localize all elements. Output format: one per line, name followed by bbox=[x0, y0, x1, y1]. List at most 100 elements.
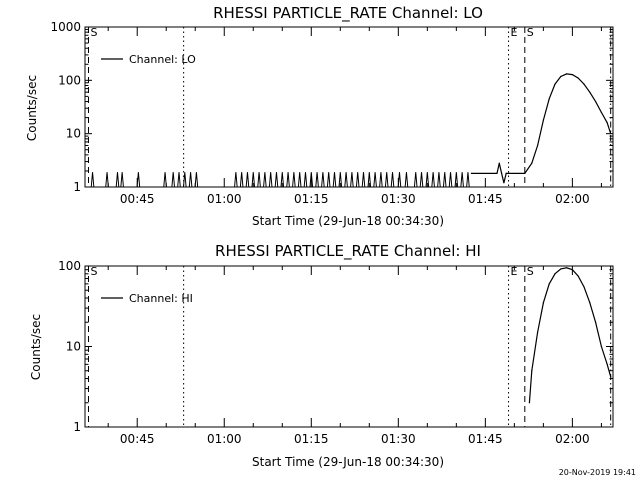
data-point bbox=[542, 302, 544, 304]
spike-mark bbox=[404, 172, 409, 188]
data-point bbox=[554, 273, 556, 275]
spike-mark bbox=[177, 172, 181, 188]
spike-mark bbox=[182, 172, 187, 188]
data-point bbox=[548, 283, 550, 285]
spike-mark bbox=[245, 172, 250, 188]
plot-frame bbox=[84, 26, 614, 188]
spike-mark bbox=[454, 172, 459, 188]
y-tick-label: 100 bbox=[58, 259, 81, 273]
spike-mark bbox=[280, 172, 285, 188]
series bbox=[90, 73, 612, 188]
data-point bbox=[571, 74, 573, 76]
spike-mark bbox=[286, 172, 290, 188]
event-label: E bbox=[511, 26, 518, 39]
x-axis-label: Start Time (29-Jun-18 00:34:30) bbox=[252, 455, 444, 469]
spike-mark bbox=[257, 172, 261, 188]
spike-mark bbox=[413, 172, 418, 188]
spike-mark bbox=[263, 172, 267, 188]
x-tick-label: 01:15 bbox=[294, 192, 329, 206]
event-label: S bbox=[527, 26, 534, 39]
x-tick-label: 01:30 bbox=[381, 432, 416, 446]
event-label: S bbox=[527, 265, 534, 278]
data-point bbox=[500, 172, 503, 174]
spike-mark bbox=[194, 172, 199, 188]
y-axis-label: Counts/sec bbox=[25, 75, 39, 141]
x-tick-label: 02:00 bbox=[555, 432, 590, 446]
spike-mark bbox=[268, 172, 273, 188]
spike-mark bbox=[309, 172, 314, 188]
y-axis-label: Counts/sec bbox=[29, 314, 43, 380]
data-point bbox=[496, 172, 498, 174]
x-tick-label: 01:45 bbox=[468, 432, 503, 446]
spike-mark bbox=[361, 172, 366, 188]
spike-mark bbox=[425, 172, 430, 188]
data-point bbox=[560, 75, 562, 78]
data-point bbox=[565, 73, 568, 75]
spike-mark bbox=[105, 172, 109, 188]
legend: Channel: HI bbox=[101, 292, 193, 305]
spike-mark bbox=[326, 172, 331, 188]
legend-label: Channel: LO bbox=[129, 53, 196, 66]
data-point bbox=[542, 119, 544, 121]
spike-mark bbox=[390, 172, 395, 188]
data-point bbox=[606, 122, 608, 124]
data-point bbox=[528, 402, 531, 404]
data-point bbox=[583, 286, 585, 288]
spike-mark bbox=[419, 172, 424, 188]
spike-mark bbox=[384, 172, 389, 188]
panel-hi: RHESSI PARTICLE_RATE Channel: HI Start T… bbox=[29, 242, 614, 469]
spike-mark bbox=[115, 172, 120, 188]
data-point bbox=[548, 98, 550, 100]
y-tick-label: 10 bbox=[66, 127, 81, 141]
spike-mark bbox=[460, 172, 464, 188]
data-point bbox=[531, 162, 533, 164]
spike-mark bbox=[163, 172, 167, 188]
spike-mark bbox=[188, 172, 193, 188]
data-point bbox=[577, 275, 579, 277]
data-point bbox=[610, 376, 612, 378]
spike-mark bbox=[350, 172, 354, 188]
data-point bbox=[531, 370, 533, 372]
spike-mark bbox=[292, 172, 296, 188]
spike-mark bbox=[379, 172, 383, 188]
event-label: E bbox=[511, 265, 518, 278]
spike-mark bbox=[367, 172, 372, 188]
data-point bbox=[571, 269, 573, 271]
data-point bbox=[600, 345, 602, 348]
x-tick-label: 01:15 bbox=[294, 432, 329, 446]
x-tick-label: 01:30 bbox=[381, 192, 416, 206]
spike-mark bbox=[397, 172, 402, 188]
data-point bbox=[589, 91, 591, 93]
spike-mark bbox=[239, 172, 244, 188]
spike-mark bbox=[297, 172, 302, 188]
footer-date: 20-Nov-2019 19:41 bbox=[559, 468, 636, 477]
chart-title: RHESSI PARTICLE_RATE Channel: HI bbox=[215, 242, 481, 261]
x-tick-label: 00:45 bbox=[120, 192, 155, 206]
x-tick-label: 02:00 bbox=[555, 192, 590, 206]
data-point bbox=[600, 111, 602, 114]
panel-lo: RHESSI PARTICLE_RATE Channel: LO Start T… bbox=[25, 4, 614, 228]
spike-mark bbox=[315, 172, 319, 188]
data-point bbox=[610, 133, 612, 135]
spike-mark bbox=[234, 172, 238, 188]
chart-title: RHESSI PARTICLE_RATE Channel: LO bbox=[213, 4, 483, 23]
spike-mark bbox=[344, 172, 348, 188]
x-tick-label: 01:00 bbox=[207, 192, 242, 206]
spike-mark bbox=[466, 172, 470, 188]
data-point bbox=[583, 83, 585, 85]
data-point bbox=[577, 77, 579, 79]
spike-mark bbox=[332, 172, 337, 188]
data-point bbox=[565, 267, 568, 269]
y-tick-label: 10 bbox=[66, 340, 81, 354]
y-tick-label: 1 bbox=[73, 180, 81, 194]
spike-mark bbox=[437, 172, 441, 188]
data-point bbox=[554, 83, 556, 85]
event-label: S bbox=[90, 265, 97, 278]
spike-mark bbox=[355, 172, 360, 188]
x-tick-label: 01:45 bbox=[468, 192, 503, 206]
spike-mark bbox=[448, 172, 453, 188]
spike-mark bbox=[303, 172, 308, 188]
data-point bbox=[503, 182, 505, 184]
event-label: S bbox=[90, 26, 97, 39]
